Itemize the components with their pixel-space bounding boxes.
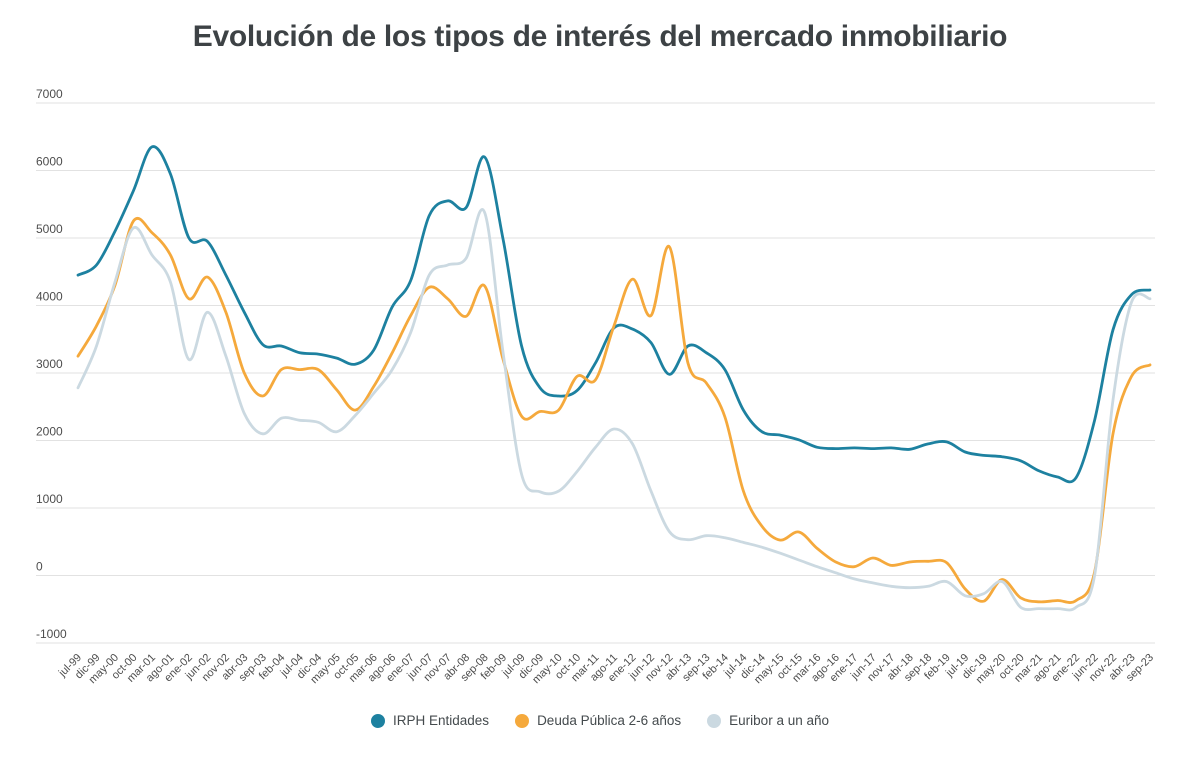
series-line-euribor-a-un-ano <box>76 208 1152 612</box>
y-tick-label: 2000 <box>36 425 63 439</box>
legend-label: Deuda Pública 2-6 años <box>537 713 682 728</box>
y-tick-label: 7000 <box>36 87 63 101</box>
legend-dot-euribor-a-un-ano <box>707 713 722 728</box>
line-chart-canvas: 7000 6000 5000 4000 3000 2000 1000 0 -1000 jul-99… <box>36 87 1156 686</box>
y-tick-label: 4000 <box>36 290 63 304</box>
legend-item-euribor-a-un-ano: Euribor a un año <box>707 713 829 728</box>
y-tick-label: -1000 <box>36 627 67 641</box>
series-line-deuda-publica-2-6-anos <box>76 217 1152 604</box>
y-gridlines <box>36 102 1155 644</box>
x-axis-labels: jul-99dic-99may-00oct-00mar-01ago-01ene-… <box>56 652 1156 686</box>
legend-label: IRPH Entidades <box>393 713 490 728</box>
legend-dot-deuda-publica-2-6-anos <box>515 713 530 728</box>
chart-title: Evolución de los tipos de interés del me… <box>192 20 1008 53</box>
y-tick-label: 0 <box>36 560 43 574</box>
y-tick-label: 5000 <box>36 222 63 236</box>
chart-legend: IRPH Entidades Deuda Pública 2-6 años Euri… <box>0 713 1200 728</box>
legend-label: Euribor a un año <box>729 713 829 728</box>
y-axis-labels: 7000 6000 5000 4000 3000 2000 1000 0 -1000 <box>36 87 67 641</box>
legend-item-irph-entidades: IRPH Entidades <box>371 713 489 728</box>
y-tick-label: 1000 <box>36 492 63 506</box>
legend-item-deuda-publica-2-6-anos: Deuda Pública 2-6 años <box>515 713 681 728</box>
y-tick-label: 6000 <box>36 155 63 169</box>
y-tick-label: 3000 <box>36 357 63 371</box>
legend-dot-irph-entidades <box>371 713 385 728</box>
series-line-irph-entidades <box>76 145 1152 484</box>
